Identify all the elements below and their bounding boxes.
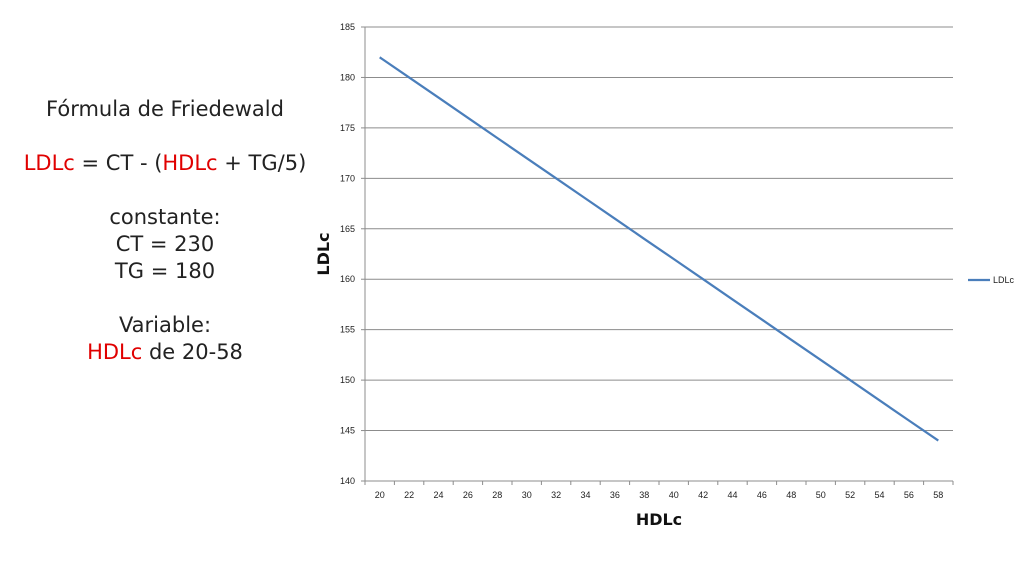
- x-tick-label: 48: [786, 490, 796, 500]
- formula-panel: Fórmula de Friedewald LDLc = CT - (HDLc …: [20, 96, 310, 366]
- y-tick-label: 170: [340, 173, 355, 183]
- x-tick-label: 44: [727, 490, 737, 500]
- x-axis-label: HDLc: [636, 510, 682, 529]
- x-tick-label: 50: [816, 490, 826, 500]
- formula-ldlc: LDLc: [23, 151, 75, 175]
- y-tick-label: 150: [340, 375, 355, 385]
- legend-label: LDLc: [993, 275, 1015, 285]
- constant-label: constante:: [109, 205, 221, 229]
- variable-range: de 20-58: [142, 340, 243, 364]
- x-tick-labels: 20 22 24 26 28 30 32 34 36 38 40 42 44 46 48 50 52 54 56 58: [375, 490, 944, 500]
- x-tick-label: 20: [375, 490, 385, 500]
- x-tick-label: 52: [845, 490, 855, 500]
- x-tick-label: 40: [669, 490, 679, 500]
- x-tick-label: 22: [404, 490, 414, 500]
- x-tick-label: 24: [433, 490, 443, 500]
- constant-tg: TG = 180: [114, 259, 216, 283]
- x-tick-label: 54: [874, 490, 884, 500]
- x-tick-label: 42: [698, 490, 708, 500]
- formula-part-2: + TG/5): [217, 151, 307, 175]
- formula-hdlc: HDLc: [162, 151, 218, 175]
- y-axis-label: LDLc: [314, 232, 333, 275]
- x-tick-label: 32: [551, 490, 561, 500]
- y-tick-label: 175: [340, 123, 355, 133]
- x-tick-label: 28: [492, 490, 502, 500]
- y-tick-label: 140: [340, 476, 355, 486]
- x-tick-label: 38: [639, 490, 649, 500]
- formula-part-1: = CT - (: [74, 151, 163, 175]
- variable-label: Variable:: [118, 313, 212, 337]
- constant-ct: CT = 230: [115, 232, 215, 256]
- y-tick-label: 145: [340, 426, 355, 436]
- x-tick-label: 56: [904, 490, 914, 500]
- y-tick-label: 165: [340, 224, 355, 234]
- legend: LDLc: [968, 275, 1015, 285]
- series-group: [379, 56, 939, 442]
- x-tick-label: 46: [757, 490, 767, 500]
- y-tick-labels: 140 145 150 155 160 165 170 175 180 185: [340, 22, 355, 486]
- y-tick-label: 185: [340, 22, 355, 32]
- x-tick-label: 58: [933, 490, 943, 500]
- y-tick-label: 155: [340, 325, 355, 335]
- axes: [361, 26, 954, 485]
- y-tick-label: 180: [340, 72, 355, 82]
- grid-lines: [365, 26, 953, 432]
- variable-name: HDLc: [87, 340, 143, 364]
- panel-title: Fórmula de Friedewald: [46, 97, 284, 121]
- x-tick-label: 26: [463, 490, 473, 500]
- formula-line: LDLc = CT - (HDLc + TG/5): [20, 150, 310, 177]
- y-tick-label: 160: [340, 274, 355, 284]
- variable-line: HDLc de 20-58: [20, 339, 310, 366]
- x-tick-label: 34: [580, 490, 590, 500]
- x-tick-label: 36: [610, 490, 620, 500]
- series-line-ldlc: [379, 56, 939, 442]
- x-tick-label: 30: [522, 490, 532, 500]
